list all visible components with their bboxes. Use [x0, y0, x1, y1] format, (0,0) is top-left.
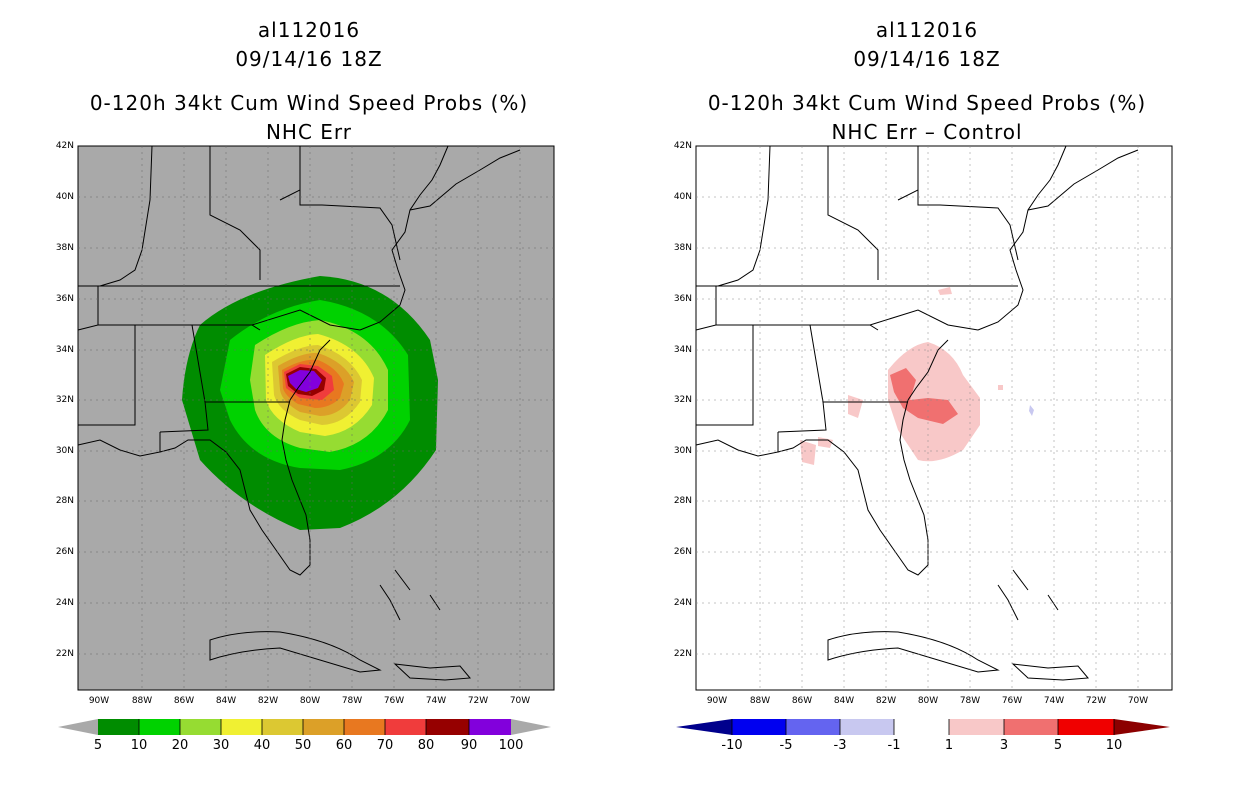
lat-label: 34N [673, 345, 692, 355]
lat-label: 26N [673, 547, 692, 557]
lon-label: 88W [131, 696, 153, 706]
colorbar-label: 5 [1053, 738, 1063, 753]
colorbar-label: 3 [999, 738, 1009, 753]
lon-label: 74W [425, 696, 447, 706]
contour-plus1-c [800, 440, 816, 465]
contour-90 [288, 370, 322, 392]
lon-label: 84W [215, 696, 237, 706]
colorbar-left-arrow [58, 719, 98, 735]
colorbar-label: -5 [779, 738, 793, 753]
grid [696, 146, 1172, 690]
lon-label: 82W [875, 696, 897, 706]
colorbar-right-arrow [1114, 719, 1170, 735]
lat-label: 30N [55, 446, 74, 456]
colorbar-right-arrow [511, 719, 551, 735]
chart-subtitle: NHC Err [265, 120, 353, 144]
lon-label: 86W [173, 696, 195, 706]
lat-label: 40N [55, 192, 74, 202]
lat-label: 28N [673, 496, 692, 506]
lat-label: 26N [55, 547, 74, 557]
lon-label: 90W [706, 696, 728, 706]
chart-title: 0-120h 34kt Cum Wind Speed Probs (%) [707, 91, 1147, 115]
lat-label: 38N [673, 243, 692, 253]
lon-label: 90W [88, 696, 110, 706]
coastlines-and-borders [695, 145, 1139, 681]
lon-label: 76W [383, 696, 405, 706]
colorbar-label: 10 [1105, 738, 1123, 753]
contour-plus1-f [998, 385, 1003, 390]
colorbar-left [58, 719, 551, 735]
lon-label: 72W [1085, 696, 1107, 706]
colorbar-label: 100 [498, 738, 524, 753]
panel-nhc-err: al112016 09/14/16 18Z 0-120h 34kt Cum Wi… [55, 18, 555, 753]
datetime: 09/14/16 18Z [235, 47, 383, 71]
colorbar-label: 10 [130, 738, 148, 753]
contour-plus1-b [848, 395, 863, 418]
lat-label: 30N [673, 446, 692, 456]
colorbar-label: -1 [887, 738, 901, 753]
lon-label: 80W [299, 696, 321, 706]
colorbar-label: 1 [944, 738, 954, 753]
lon-label: 80W [917, 696, 939, 706]
contour-plus1-e [938, 287, 952, 295]
contour-plus3 [890, 368, 958, 424]
lat-label: 32N [55, 395, 74, 405]
chart-title: 0-120h 34kt Cum Wind Speed Probs (%) [89, 91, 529, 115]
colorbar-label: 5 [93, 738, 103, 753]
colorbar-label: -3 [833, 738, 847, 753]
lat-label: 22N [55, 649, 74, 659]
lon-label: 78W [959, 696, 981, 706]
grid [78, 146, 554, 690]
colorbar-label: 50 [294, 738, 312, 753]
chart-subtitle: NHC Err – Control [831, 120, 1023, 144]
lat-label: 24N [673, 598, 692, 608]
colorbar-left-arrow [676, 719, 732, 735]
lat-label: 42N [55, 141, 74, 151]
lon-label: 76W [1001, 696, 1023, 706]
colorbar-label: 40 [253, 738, 271, 753]
colorbar-label: 20 [171, 738, 189, 753]
lon-label: 84W [833, 696, 855, 706]
colorbar-label: 80 [417, 738, 435, 753]
colorbar-label: 30 [212, 738, 230, 753]
map-left [58, 145, 555, 735]
lat-label: 28N [55, 496, 74, 506]
lat-label: 40N [673, 192, 692, 202]
colorbar-label: 90 [460, 738, 478, 753]
lat-label: 36N [673, 294, 692, 304]
lon-label: 78W [341, 696, 363, 706]
datetime: 09/14/16 18Z [853, 47, 1001, 71]
lat-label: 36N [55, 294, 74, 304]
storm-id: al112016 [257, 18, 361, 42]
lat-label: 22N [673, 649, 692, 659]
colorbar-right [676, 719, 1170, 735]
difference-contours [800, 287, 1034, 465]
lat-label: 32N [673, 395, 692, 405]
colorbar-label: -10 [721, 738, 743, 753]
map-right [676, 145, 1173, 735]
lat-label: 34N [55, 345, 74, 355]
lat-label: 38N [55, 243, 74, 253]
probability-contours [182, 276, 438, 530]
colorbar-label: 70 [376, 738, 394, 753]
colorbar-label: 60 [335, 738, 353, 753]
lon-label: 70W [509, 696, 531, 706]
lat-label: 24N [55, 598, 74, 608]
lon-label: 82W [257, 696, 279, 706]
lon-label: 74W [1043, 696, 1065, 706]
lon-label: 86W [791, 696, 813, 706]
lon-label: 88W [749, 696, 771, 706]
coastlines-and-borders [77, 145, 521, 690]
panel-nhc-err-minus-control: al112016 09/14/16 18Z 0-120h 34kt Cum Wi… [618, 0, 1236, 800]
contour-minus1 [1029, 405, 1034, 416]
lat-label: 42N [673, 141, 692, 151]
lon-label: 72W [467, 696, 489, 706]
lon-label: 70W [1127, 696, 1149, 706]
storm-id: al112016 [875, 18, 979, 42]
